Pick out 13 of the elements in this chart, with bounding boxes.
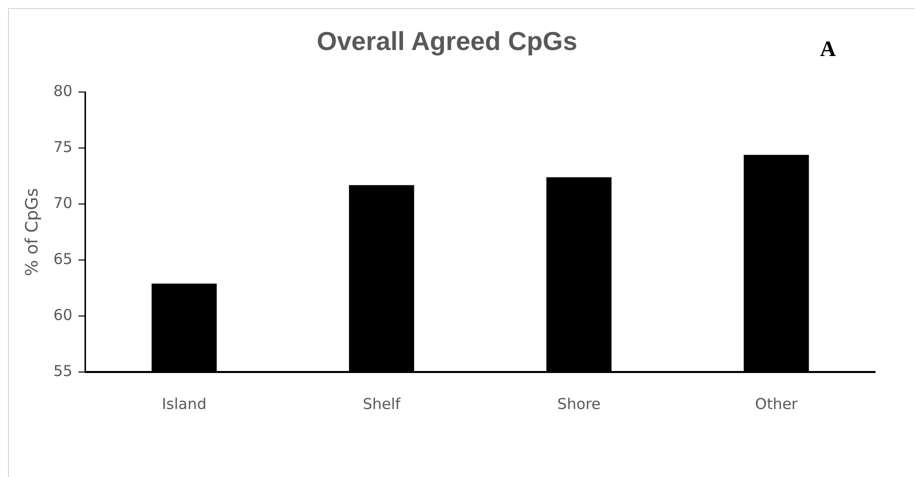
y-tick-label: 75 bbox=[53, 138, 72, 156]
x-tick-label: Other bbox=[755, 394, 798, 413]
text: A bbox=[820, 36, 836, 62]
x-tick-label: Island bbox=[162, 394, 206, 413]
x-tick-label: Shelf bbox=[362, 394, 402, 413]
chart-title: Overall Agreed CpGs bbox=[316, 26, 578, 56]
y-tick-label: 80 bbox=[53, 82, 72, 100]
y-tick-label: 60 bbox=[53, 306, 72, 324]
y-tick-label: 70 bbox=[53, 194, 72, 212]
y-axis-title: % of CpGs bbox=[22, 188, 43, 276]
x-tick-label: Shore bbox=[557, 394, 601, 413]
y-tick-label: 65 bbox=[53, 250, 72, 268]
y-tick-label: 55 bbox=[53, 362, 72, 380]
